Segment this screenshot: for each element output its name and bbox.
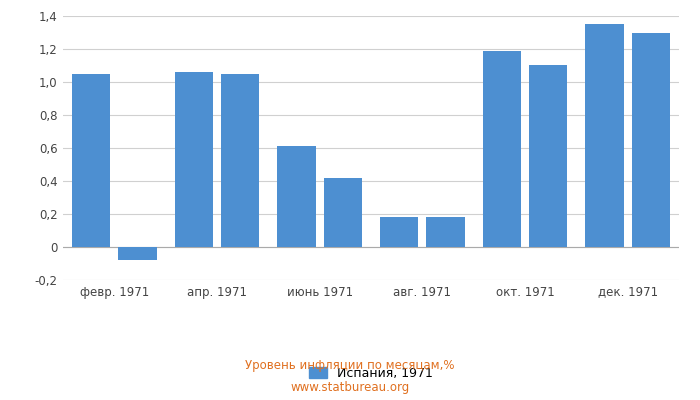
Legend: Испания, 1971: Испания, 1971	[304, 362, 438, 385]
Bar	[426, 217, 465, 247]
Bar	[585, 24, 624, 247]
Bar	[118, 247, 157, 260]
Text: Уровень инфляции по месяцам,%: Уровень инфляции по месяцам,%	[245, 360, 455, 372]
Bar	[380, 217, 419, 247]
Bar	[323, 178, 362, 247]
Bar	[221, 74, 260, 247]
Bar	[631, 32, 670, 247]
Bar	[528, 66, 567, 247]
Text: www.statbureau.org: www.statbureau.org	[290, 382, 410, 394]
Bar	[72, 74, 111, 247]
Bar	[277, 146, 316, 247]
Bar	[482, 51, 521, 247]
Bar	[174, 72, 213, 247]
